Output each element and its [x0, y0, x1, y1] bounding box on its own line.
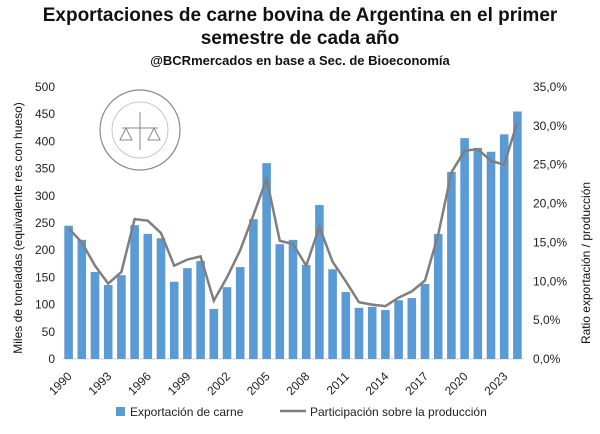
y2-tick-label: 10,0% — [533, 274, 567, 288]
bar-2003 — [235, 267, 245, 359]
legend-bar-swatch — [116, 407, 125, 416]
y2-tick-label: 0,0% — [533, 352, 561, 366]
y-tick-label: 350 — [35, 162, 55, 176]
bar-2008 — [301, 264, 311, 359]
bar-2024 — [513, 111, 522, 359]
x-tick-label: 2023 — [482, 369, 511, 398]
x-tick-label: 2014 — [363, 369, 392, 398]
y2-tick-label: 35,0% — [533, 80, 567, 94]
x-tick-label: 2005 — [244, 369, 273, 398]
y-tick-label: 200 — [35, 243, 55, 257]
x-tick-label: 1996 — [125, 369, 154, 398]
bar-2009 — [315, 205, 324, 359]
bar-2016 — [407, 298, 417, 359]
bar-1996 — [143, 233, 153, 359]
y-tick-label: 50 — [42, 325, 56, 339]
bar-2021 — [473, 147, 483, 359]
bar-1990 — [64, 225, 73, 359]
bar-2007 — [288, 239, 298, 359]
legend-bar-label: Exportación de carne — [130, 405, 244, 419]
bar-1998 — [169, 281, 179, 359]
y2-tick-label: 5,0% — [533, 313, 561, 327]
legend-line-label: Participación sobre la producción — [310, 405, 487, 419]
bar-2019 — [447, 171, 456, 359]
x-tick-label: 2011 — [324, 369, 352, 397]
seal-scales-icon — [119, 112, 161, 150]
chart-title: Exportaciones de carne bovina de Argenti… — [42, 5, 558, 49]
x-tick-label: 2002 — [204, 369, 233, 398]
x-tick-label: 1993 — [86, 369, 115, 398]
bar-1991 — [77, 239, 87, 359]
y-tick-label: 250 — [35, 216, 55, 230]
y-tick-label: 0 — [48, 352, 55, 366]
y-tick-label: 150 — [35, 270, 55, 284]
bar-2020 — [460, 138, 469, 359]
seal-logo — [99, 89, 181, 171]
x-tick-label: 1990 — [46, 369, 75, 398]
bar-1994 — [117, 275, 126, 359]
bar-2018 — [433, 233, 443, 359]
bar-2006 — [275, 244, 285, 359]
bar-2010 — [328, 269, 337, 359]
x-tick-label: 2017 — [402, 369, 431, 398]
bar-1999 — [183, 268, 192, 359]
bar-2004 — [249, 219, 258, 359]
bar-1997 — [156, 238, 166, 359]
seal-inner-ring — [111, 101, 169, 159]
y-tick-label: 400 — [35, 134, 55, 148]
bar-2013 — [367, 306, 377, 359]
bar-2023 — [499, 134, 509, 359]
bar-1993 — [103, 285, 113, 359]
x-tick-label: 2020 — [442, 369, 471, 398]
chart-header: Exportaciones de carne bovina de Argenti… — [0, 4, 600, 69]
bar-2001 — [209, 308, 219, 359]
bar-2002 — [222, 287, 232, 359]
y-tick-label: 100 — [35, 298, 55, 312]
y-axis-title: Miles de toneladas (equivalente res con … — [11, 102, 25, 353]
x-tick-label: 2008 — [284, 369, 313, 398]
bar-2014 — [381, 310, 390, 359]
bar-2005 — [262, 163, 271, 359]
bar-2017 — [420, 283, 430, 359]
chart-subtitle: @BCRmercados en base a Sec. de Bioeconom… — [150, 53, 450, 68]
y2-axis-title: Ratio exportación / producción — [579, 182, 593, 344]
y2-tick-label: 30,0% — [533, 119, 567, 133]
bar-2011 — [341, 292, 351, 359]
bar-2022 — [486, 151, 496, 359]
y2-tick-label: 20,0% — [533, 197, 567, 211]
y-tick-label: 450 — [35, 107, 55, 121]
y-tick-label: 500 — [35, 80, 55, 94]
y2-tick-label: 25,0% — [533, 158, 567, 172]
bar-2012 — [354, 307, 364, 359]
y-tick-label: 300 — [35, 189, 55, 203]
bar-1995 — [130, 225, 139, 359]
x-tick-label: 1999 — [165, 369, 194, 398]
bar-2000 — [196, 261, 205, 359]
bar-2015 — [394, 300, 403, 359]
y2-tick-label: 15,0% — [533, 235, 567, 249]
bar-1992 — [90, 271, 100, 359]
